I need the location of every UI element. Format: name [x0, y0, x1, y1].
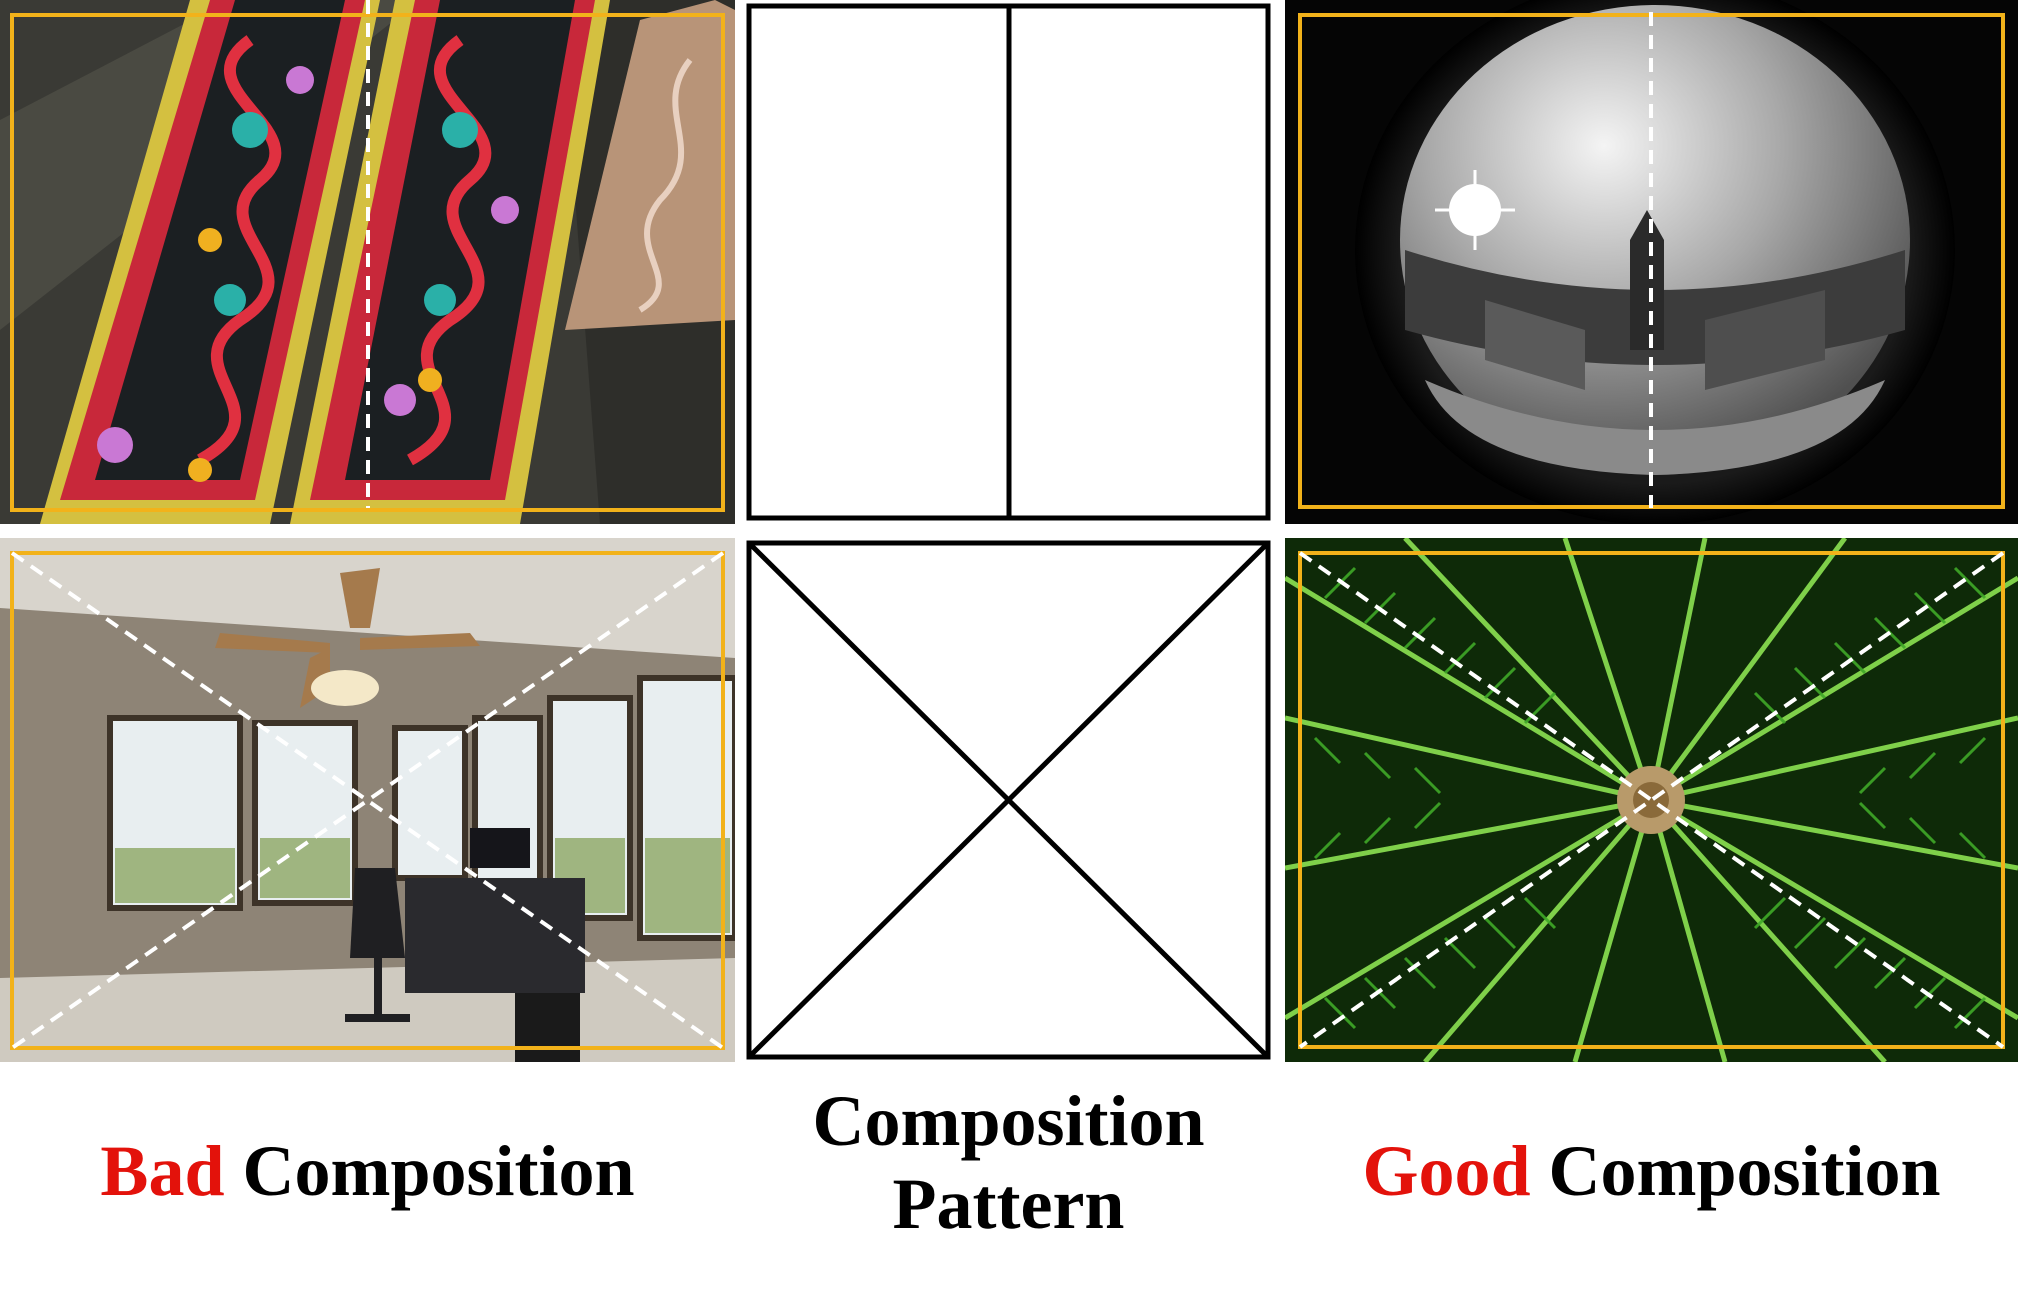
sunroom-illustration: [0, 538, 735, 1062]
pattern-vertical-center-line: [745, 0, 1272, 524]
pattern-diagonal-cross: [745, 538, 1272, 1062]
good-caption-rest: Composition: [1548, 1131, 1941, 1211]
carved-boards-illustration: [0, 0, 735, 524]
pattern-caption-line2: Pattern: [892, 1163, 1125, 1244]
bad-composition-caption: Bad Composition: [0, 1130, 735, 1213]
bad-word: Bad: [100, 1131, 225, 1211]
composition-pattern-caption: Composition Pattern: [745, 1080, 1272, 1246]
good-composition-caption: Good Composition: [1285, 1130, 2018, 1213]
good-example-cycad-fronds: [1285, 538, 2018, 1062]
bad-caption-rest: Composition: [242, 1131, 635, 1211]
fisheye-illustration: [1285, 0, 2018, 524]
pattern-caption-line1: Composition: [812, 1081, 1205, 1161]
fronds-illustration: [1285, 538, 2018, 1062]
good-example-fisheye-street: [1285, 0, 2018, 524]
diagonal-cross-diagram: [746, 540, 1271, 1060]
bad-example-carved-boards: [0, 0, 735, 524]
good-word: Good: [1362, 1131, 1531, 1211]
bad-example-sunroom-office: [0, 538, 735, 1062]
vertical-line-diagram: [746, 3, 1271, 521]
